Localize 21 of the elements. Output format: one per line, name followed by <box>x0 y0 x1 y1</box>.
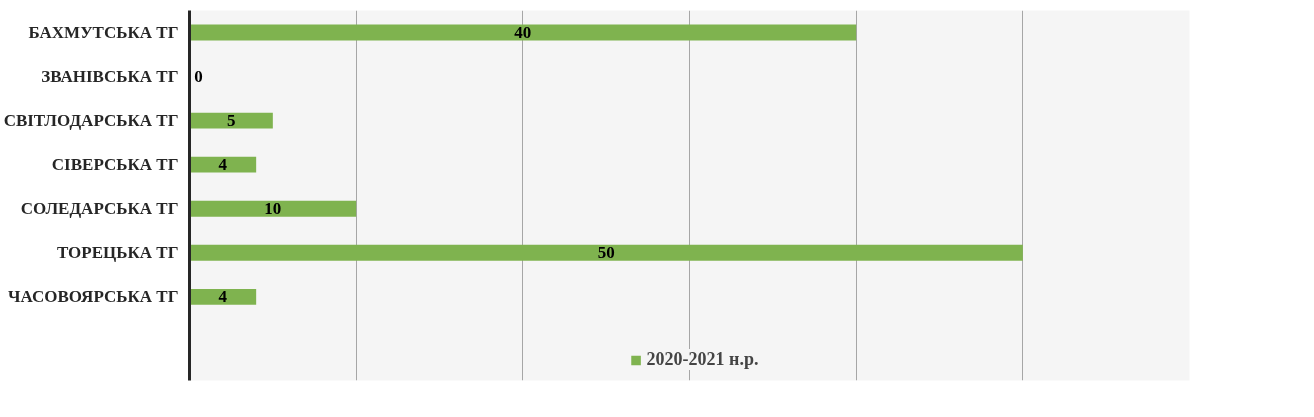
data-label: 4 <box>218 287 228 307</box>
data-label: 40 <box>514 23 532 43</box>
data-label: 0 <box>194 67 203 87</box>
bar <box>189 156 257 173</box>
bar <box>189 112 273 129</box>
data-label: 4 <box>218 155 228 175</box>
y-tick-label: ЗВАНІВСЬКА ТГ <box>41 67 179 87</box>
y-tick-label: ТОРЕЦЬКА ТГ <box>56 243 179 263</box>
bar <box>189 288 257 305</box>
data-label: 5 <box>226 111 236 131</box>
data-label: 50 <box>597 243 615 263</box>
y-tick-label: СОЛЕДАРСЬКА ТГ <box>20 199 179 219</box>
y-tick-label: БАХМУТСЬКА ТГ <box>28 23 179 43</box>
bar <box>189 24 857 41</box>
y-tick-label: СІВЕРСЬКА ТГ <box>51 155 179 175</box>
y-tick-label: СВІТЛОДАРСЬКА ТГ <box>3 111 179 131</box>
y-tick-label: ЧАСОВОЯРСЬКА ТГ <box>7 287 179 307</box>
bar <box>189 244 1023 261</box>
data-label: 10 <box>264 199 282 219</box>
bar <box>189 200 357 217</box>
legend-label: 2020-2021 н.р. <box>646 349 759 370</box>
